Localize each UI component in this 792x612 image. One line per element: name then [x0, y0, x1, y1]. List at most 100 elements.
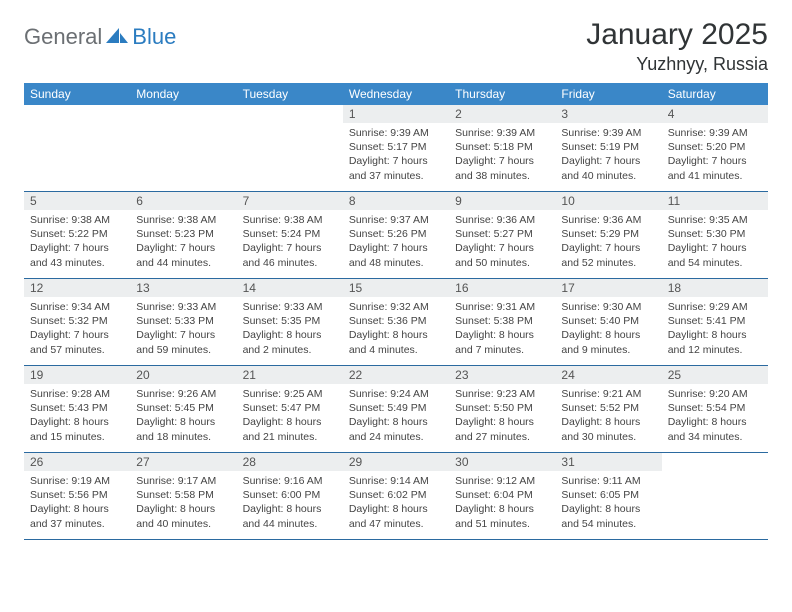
day-cell: 26Sunrise: 9:19 AMSunset: 5:56 PMDayligh… — [24, 453, 130, 539]
day-cell: 14Sunrise: 9:33 AMSunset: 5:35 PMDayligh… — [237, 279, 343, 365]
day-number: 6 — [130, 192, 236, 210]
day-cell: .. — [662, 453, 768, 539]
day-details: Sunrise: 9:36 AMSunset: 5:27 PMDaylight:… — [449, 210, 555, 276]
day-cell: .. — [237, 105, 343, 191]
day-cell: 25Sunrise: 9:20 AMSunset: 5:54 PMDayligh… — [662, 366, 768, 452]
weekday-header-row: SundayMondayTuesdayWednesdayThursdayFrid… — [24, 83, 768, 105]
day-cell: .. — [24, 105, 130, 191]
day-number: 15 — [343, 279, 449, 297]
day-details: Sunrise: 9:31 AMSunset: 5:38 PMDaylight:… — [449, 297, 555, 363]
day-details: Sunrise: 9:39 AMSunset: 5:19 PMDaylight:… — [555, 123, 661, 189]
day-cell: 1Sunrise: 9:39 AMSunset: 5:17 PMDaylight… — [343, 105, 449, 191]
day-cell: 10Sunrise: 9:36 AMSunset: 5:29 PMDayligh… — [555, 192, 661, 278]
day-cell: .. — [130, 105, 236, 191]
day-details: Sunrise: 9:14 AMSunset: 6:02 PMDaylight:… — [343, 471, 449, 537]
week-row: 19Sunrise: 9:28 AMSunset: 5:43 PMDayligh… — [24, 366, 768, 453]
month-title: January 2025 — [586, 18, 768, 52]
day-details: Sunrise: 9:39 AMSunset: 5:18 PMDaylight:… — [449, 123, 555, 189]
day-cell: 21Sunrise: 9:25 AMSunset: 5:47 PMDayligh… — [237, 366, 343, 452]
day-details: Sunrise: 9:39 AMSunset: 5:17 PMDaylight:… — [343, 123, 449, 189]
day-number: 29 — [343, 453, 449, 471]
weekday-header: Friday — [555, 83, 661, 105]
day-number: 18 — [662, 279, 768, 297]
day-cell: 5Sunrise: 9:38 AMSunset: 5:22 PMDaylight… — [24, 192, 130, 278]
day-details: Sunrise: 9:39 AMSunset: 5:20 PMDaylight:… — [662, 123, 768, 189]
day-cell: 31Sunrise: 9:11 AMSunset: 6:05 PMDayligh… — [555, 453, 661, 539]
day-details: Sunrise: 9:33 AMSunset: 5:33 PMDaylight:… — [130, 297, 236, 363]
day-cell: 7Sunrise: 9:38 AMSunset: 5:24 PMDaylight… — [237, 192, 343, 278]
day-details: Sunrise: 9:38 AMSunset: 5:23 PMDaylight:… — [130, 210, 236, 276]
day-number: 5 — [24, 192, 130, 210]
day-number: 14 — [237, 279, 343, 297]
day-number: 26 — [24, 453, 130, 471]
day-details: Sunrise: 9:33 AMSunset: 5:35 PMDaylight:… — [237, 297, 343, 363]
weekday-header: Wednesday — [343, 83, 449, 105]
day-details: Sunrise: 9:30 AMSunset: 5:40 PMDaylight:… — [555, 297, 661, 363]
day-cell: 6Sunrise: 9:38 AMSunset: 5:23 PMDaylight… — [130, 192, 236, 278]
day-number: 23 — [449, 366, 555, 384]
day-number: 12 — [24, 279, 130, 297]
day-details: Sunrise: 9:20 AMSunset: 5:54 PMDaylight:… — [662, 384, 768, 450]
day-cell: 9Sunrise: 9:36 AMSunset: 5:27 PMDaylight… — [449, 192, 555, 278]
logo-sail-icon — [106, 26, 128, 49]
day-cell: 28Sunrise: 9:16 AMSunset: 6:00 PMDayligh… — [237, 453, 343, 539]
day-cell: 15Sunrise: 9:32 AMSunset: 5:36 PMDayligh… — [343, 279, 449, 365]
day-details: Sunrise: 9:28 AMSunset: 5:43 PMDaylight:… — [24, 384, 130, 450]
day-number: 20 — [130, 366, 236, 384]
weekday-header: Thursday — [449, 83, 555, 105]
day-cell: 24Sunrise: 9:21 AMSunset: 5:52 PMDayligh… — [555, 366, 661, 452]
day-details: Sunrise: 9:23 AMSunset: 5:50 PMDaylight:… — [449, 384, 555, 450]
day-cell: 27Sunrise: 9:17 AMSunset: 5:58 PMDayligh… — [130, 453, 236, 539]
day-details: Sunrise: 9:34 AMSunset: 5:32 PMDaylight:… — [24, 297, 130, 363]
day-number: 4 — [662, 105, 768, 123]
day-details: Sunrise: 9:26 AMSunset: 5:45 PMDaylight:… — [130, 384, 236, 450]
day-cell: 8Sunrise: 9:37 AMSunset: 5:26 PMDaylight… — [343, 192, 449, 278]
day-cell: 3Sunrise: 9:39 AMSunset: 5:19 PMDaylight… — [555, 105, 661, 191]
day-number: 9 — [449, 192, 555, 210]
day-cell: 23Sunrise: 9:23 AMSunset: 5:50 PMDayligh… — [449, 366, 555, 452]
day-number: 16 — [449, 279, 555, 297]
day-details: Sunrise: 9:36 AMSunset: 5:29 PMDaylight:… — [555, 210, 661, 276]
day-number: 17 — [555, 279, 661, 297]
location: Yuzhnyy, Russia — [586, 54, 768, 75]
day-details: Sunrise: 9:19 AMSunset: 5:56 PMDaylight:… — [24, 471, 130, 537]
day-details: Sunrise: 9:24 AMSunset: 5:49 PMDaylight:… — [343, 384, 449, 450]
day-number: 21 — [237, 366, 343, 384]
day-cell: 4Sunrise: 9:39 AMSunset: 5:20 PMDaylight… — [662, 105, 768, 191]
day-cell: 22Sunrise: 9:24 AMSunset: 5:49 PMDayligh… — [343, 366, 449, 452]
day-details: Sunrise: 9:38 AMSunset: 5:24 PMDaylight:… — [237, 210, 343, 276]
day-number: 11 — [662, 192, 768, 210]
weeks-container: ......1Sunrise: 9:39 AMSunset: 5:17 PMDa… — [24, 105, 768, 540]
day-details: Sunrise: 9:16 AMSunset: 6:00 PMDaylight:… — [237, 471, 343, 537]
day-number: 8 — [343, 192, 449, 210]
day-number: 24 — [555, 366, 661, 384]
day-cell: 17Sunrise: 9:30 AMSunset: 5:40 PMDayligh… — [555, 279, 661, 365]
day-number: 19 — [24, 366, 130, 384]
day-cell: 30Sunrise: 9:12 AMSunset: 6:04 PMDayligh… — [449, 453, 555, 539]
day-details: Sunrise: 9:12 AMSunset: 6:04 PMDaylight:… — [449, 471, 555, 537]
day-number: 13 — [130, 279, 236, 297]
day-number: 30 — [449, 453, 555, 471]
calendar: SundayMondayTuesdayWednesdayThursdayFrid… — [24, 83, 768, 540]
day-cell: 19Sunrise: 9:28 AMSunset: 5:43 PMDayligh… — [24, 366, 130, 452]
day-number: 31 — [555, 453, 661, 471]
day-details: Sunrise: 9:29 AMSunset: 5:41 PMDaylight:… — [662, 297, 768, 363]
weekday-header: Tuesday — [237, 83, 343, 105]
day-number: 1 — [343, 105, 449, 123]
day-number: 3 — [555, 105, 661, 123]
day-details: Sunrise: 9:25 AMSunset: 5:47 PMDaylight:… — [237, 384, 343, 450]
day-number: 22 — [343, 366, 449, 384]
logo: General Blue — [24, 18, 176, 50]
day-cell: 16Sunrise: 9:31 AMSunset: 5:38 PMDayligh… — [449, 279, 555, 365]
day-number: 27 — [130, 453, 236, 471]
day-number: 10 — [555, 192, 661, 210]
day-details: Sunrise: 9:37 AMSunset: 5:26 PMDaylight:… — [343, 210, 449, 276]
logo-text-general: General — [24, 24, 102, 50]
week-row: 12Sunrise: 9:34 AMSunset: 5:32 PMDayligh… — [24, 279, 768, 366]
header: General Blue January 2025 Yuzhnyy, Russi… — [24, 18, 768, 75]
day-number: 2 — [449, 105, 555, 123]
weekday-header: Monday — [130, 83, 236, 105]
day-cell: 13Sunrise: 9:33 AMSunset: 5:33 PMDayligh… — [130, 279, 236, 365]
weekday-header: Saturday — [662, 83, 768, 105]
day-details: Sunrise: 9:11 AMSunset: 6:05 PMDaylight:… — [555, 471, 661, 537]
